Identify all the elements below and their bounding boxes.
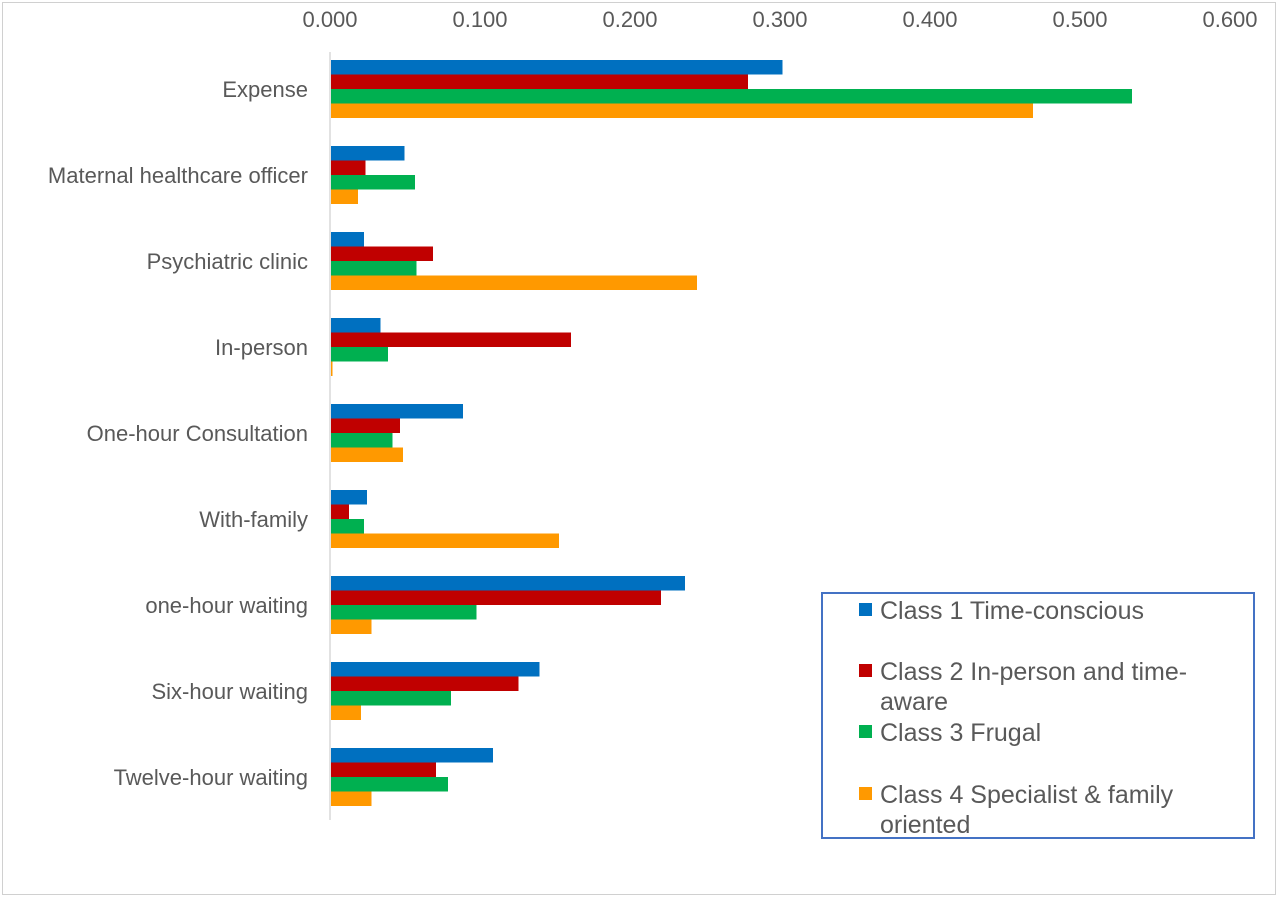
x-tick-label: 0.400 (902, 7, 957, 32)
category-labels: Expense Maternal healthcare officer Psychi… (48, 77, 308, 790)
bar (331, 490, 367, 505)
bar (331, 89, 1132, 104)
category-label: Maternal healthcare officer (48, 163, 308, 188)
bar (331, 605, 477, 620)
category-label: One-hour Consultation (87, 421, 308, 446)
legend-label: oriented (880, 811, 970, 839)
bar (331, 662, 540, 677)
legend-swatch (859, 725, 872, 738)
legend-label: Class 3 Frugal (880, 719, 1041, 747)
x-tick-label: 0.000 (302, 7, 357, 32)
bar (331, 762, 436, 777)
bar (331, 160, 366, 175)
category-label: Expense (222, 77, 308, 102)
bar (331, 318, 381, 333)
bar (331, 175, 415, 190)
legend-label: Class 1 Time-conscious (880, 597, 1144, 625)
bar (331, 748, 493, 763)
legend-label: aware (880, 688, 948, 716)
bar (331, 275, 697, 290)
bar (331, 60, 783, 75)
legend-swatch (859, 664, 872, 677)
bar (331, 404, 463, 419)
bar (331, 590, 661, 605)
legend-label: Class 4 Specialist & family (880, 781, 1174, 809)
x-axis-ticks: 0.000 0.100 0.200 0.300 0.400 0.500 0.600 (302, 7, 1257, 32)
bar (331, 447, 403, 462)
legend-swatch (859, 787, 872, 800)
x-tick-label: 0.300 (752, 7, 807, 32)
bar (331, 676, 519, 691)
category-label: With-family (199, 507, 308, 532)
x-tick-label: 0.600 (1202, 7, 1257, 32)
bar (331, 519, 364, 534)
bars (331, 60, 1132, 806)
bar (331, 418, 400, 433)
legend-box (821, 592, 1255, 839)
bar (331, 705, 361, 720)
bar (331, 332, 571, 347)
bar (331, 232, 364, 247)
x-tick-label: 0.200 (602, 7, 657, 32)
bar (331, 189, 358, 204)
bar (331, 146, 405, 161)
bar (331, 533, 559, 548)
bar (331, 504, 349, 519)
bar (331, 576, 685, 591)
category-label: Psychiatric clinic (147, 249, 308, 274)
bar (331, 74, 748, 89)
x-tick-label: 0.500 (1052, 7, 1107, 32)
bar (331, 433, 393, 448)
category-label: Twelve-hour waiting (114, 765, 308, 790)
legend-swatch (859, 603, 872, 616)
bar (331, 361, 333, 376)
legend-label: Class 2 In-person and time- (880, 658, 1187, 686)
category-label: one-hour waiting (145, 593, 308, 618)
category-label: In-person (215, 335, 308, 360)
bar (331, 791, 372, 806)
bar (331, 777, 448, 792)
x-tick-label: 0.100 (452, 7, 507, 32)
bar (331, 347, 388, 362)
bar (331, 691, 451, 706)
bar (331, 261, 417, 276)
bar (331, 103, 1033, 118)
category-label: Six-hour waiting (151, 679, 308, 704)
legend: Class 1 Time-conscious Class 2 In-person … (821, 592, 1255, 839)
bar (331, 246, 433, 261)
bar (331, 619, 372, 634)
